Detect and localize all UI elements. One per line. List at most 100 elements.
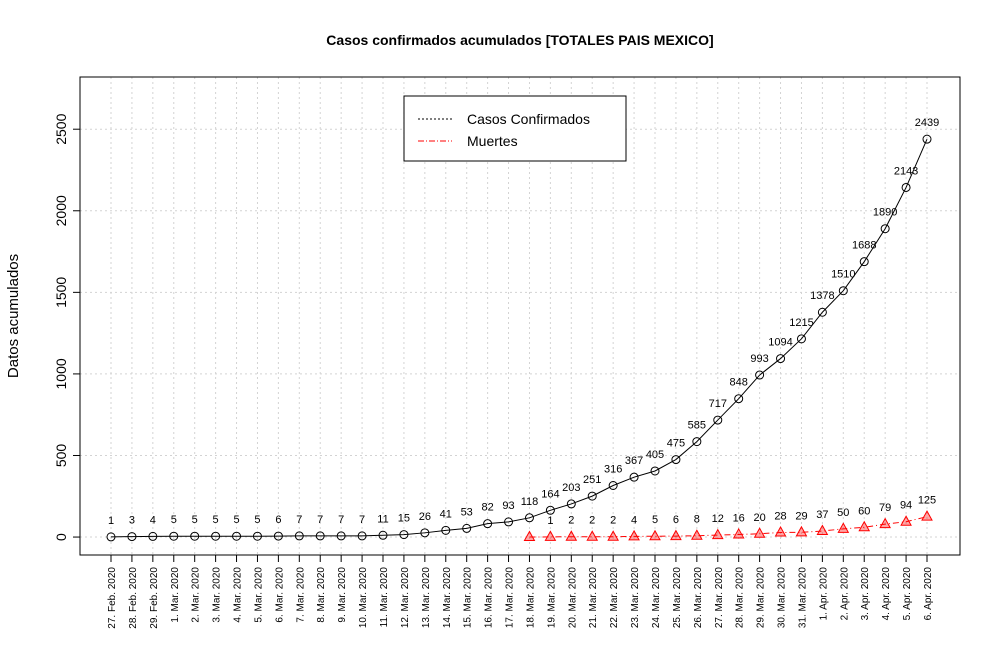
x-tick-label: 20. Mar. 2020 bbox=[567, 567, 578, 629]
marker bbox=[732, 527, 745, 539]
marker bbox=[294, 531, 304, 541]
data-label: 7 bbox=[359, 514, 365, 526]
marker bbox=[608, 481, 618, 491]
x-tick-label: 24. Mar. 2020 bbox=[651, 567, 662, 629]
x-tick-label: 18. Mar. 2020 bbox=[525, 567, 536, 629]
marker bbox=[211, 531, 221, 541]
data-label: 41 bbox=[440, 508, 452, 520]
marker bbox=[734, 394, 744, 404]
marker bbox=[774, 525, 787, 537]
marker bbox=[483, 519, 493, 529]
marker bbox=[755, 370, 765, 380]
marker bbox=[879, 517, 892, 529]
data-label: 12 bbox=[712, 513, 724, 525]
marker bbox=[399, 530, 409, 540]
data-label: 405 bbox=[646, 449, 664, 461]
y-axis-label: Datos acumulados bbox=[5, 254, 22, 378]
x-tick-label: 2. Mar. 2020 bbox=[191, 567, 202, 623]
data-label: 1378 bbox=[810, 290, 834, 302]
marker bbox=[837, 522, 850, 533]
x-tick-label: 17. Mar. 2020 bbox=[505, 567, 516, 629]
y-tick-label: 1500 bbox=[53, 277, 69, 308]
marker bbox=[796, 334, 806, 344]
x-tick-label: 29. Mar. 2020 bbox=[756, 567, 767, 629]
x-tick-label: 6. Apr. 2020 bbox=[923, 567, 934, 621]
data-label: 15 bbox=[398, 513, 410, 525]
x-tick-label: 27. Mar. 2020 bbox=[714, 567, 725, 629]
marker bbox=[190, 531, 200, 541]
data-label: 1 bbox=[547, 515, 553, 527]
marker bbox=[629, 472, 639, 482]
legend: Casos Confirmados Muertes bbox=[403, 95, 627, 162]
x-tick-label: 14. Mar. 2020 bbox=[442, 567, 453, 629]
x-tick-label: 19. Mar. 2020 bbox=[546, 567, 557, 629]
marker bbox=[523, 530, 536, 542]
x-tick-label: 28. Mar. 2020 bbox=[735, 567, 746, 629]
x-tick-label: 1. Apr. 2020 bbox=[818, 567, 829, 621]
data-label: 475 bbox=[667, 438, 685, 450]
x-tick-label: 1. Mar. 2020 bbox=[170, 567, 181, 623]
marker bbox=[711, 528, 724, 540]
x-tick-label: 28. Feb. 2020 bbox=[128, 567, 139, 629]
x-tick-label: 29. Feb. 2020 bbox=[149, 567, 160, 629]
x-tick-label: 2. Apr. 2020 bbox=[839, 567, 850, 621]
data-label: 2 bbox=[568, 515, 574, 527]
marker bbox=[378, 530, 388, 540]
marker bbox=[252, 531, 262, 541]
legend-label: Muertes bbox=[467, 133, 518, 149]
marker bbox=[545, 505, 555, 515]
x-tick-label: 23. Mar. 2020 bbox=[630, 567, 641, 629]
data-label: 7 bbox=[338, 514, 344, 526]
data-label: 2 bbox=[589, 515, 595, 527]
marker bbox=[232, 531, 242, 541]
data-label: 5 bbox=[171, 514, 177, 526]
data-label: 8 bbox=[694, 514, 700, 526]
marker bbox=[776, 354, 786, 364]
data-label: 1 bbox=[108, 515, 114, 527]
data-label: 11 bbox=[377, 513, 388, 525]
marker bbox=[921, 510, 933, 521]
x-tick-label: 10. Mar. 2020 bbox=[358, 567, 369, 629]
marker bbox=[315, 531, 325, 541]
marker bbox=[859, 257, 869, 267]
x-tick-label: 11. Mar. 2020 bbox=[379, 567, 390, 628]
legend-box bbox=[403, 95, 627, 162]
data-label: 50 bbox=[837, 507, 849, 519]
data-label: 28 bbox=[774, 510, 786, 522]
data-label: 5 bbox=[213, 514, 219, 526]
marker bbox=[273, 531, 283, 541]
x-tick-label: 31. Mar. 2020 bbox=[797, 567, 808, 629]
data-label: 6 bbox=[275, 514, 281, 526]
marker bbox=[565, 530, 578, 541]
data-label: 1510 bbox=[831, 269, 855, 281]
x-tick-label: 4. Mar. 2020 bbox=[233, 567, 244, 623]
y-tick-label: 2500 bbox=[53, 113, 69, 144]
data-label: 4 bbox=[150, 514, 156, 526]
data-label: 2439 bbox=[915, 117, 939, 129]
marker bbox=[670, 529, 682, 541]
data-label: 5 bbox=[254, 514, 260, 526]
data-label: 2143 bbox=[894, 165, 918, 177]
marker bbox=[690, 529, 703, 540]
marker bbox=[817, 307, 827, 317]
marker bbox=[858, 520, 871, 532]
y-tick-label: 500 bbox=[53, 444, 69, 468]
marker bbox=[692, 437, 702, 447]
data-label: 7 bbox=[317, 514, 323, 526]
marker bbox=[169, 531, 179, 541]
x-tick-label: 16. Mar. 2020 bbox=[484, 567, 495, 629]
x-tick-label: 21. Mar. 2020 bbox=[588, 567, 599, 629]
data-label: 164 bbox=[541, 488, 559, 500]
data-label: 5 bbox=[652, 514, 658, 526]
marker bbox=[441, 525, 451, 535]
marker bbox=[816, 524, 829, 536]
data-label: 37 bbox=[816, 509, 828, 521]
data-label: 251 bbox=[583, 474, 601, 486]
marker bbox=[106, 532, 116, 542]
marker bbox=[922, 134, 932, 144]
data-label: 1215 bbox=[789, 317, 813, 329]
marker bbox=[566, 499, 576, 509]
data-label: 79 bbox=[879, 502, 891, 514]
data-label: 93 bbox=[502, 500, 514, 512]
